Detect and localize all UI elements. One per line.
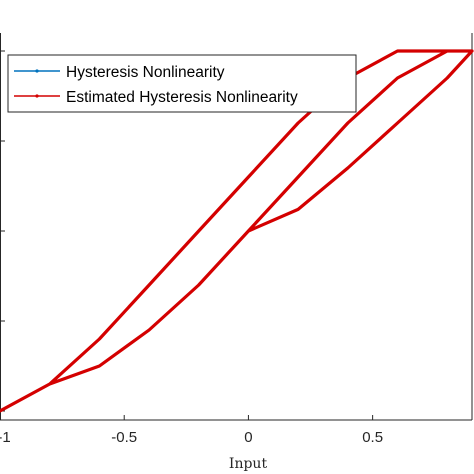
x-tick-label: 0.5 <box>362 429 383 446</box>
legend-marker-estimated <box>35 94 39 98</box>
legend-label-hysteresis: Hysteresis Nonlinearity <box>66 64 225 81</box>
x-tick-label: -0.5 <box>111 429 137 446</box>
series-layer <box>0 49 474 413</box>
x-tick-label: -1 <box>0 429 11 446</box>
legend-label-estimated: Estimated Hysteresis Nonlinearity <box>66 89 298 106</box>
x-axis-label: Input <box>229 456 268 472</box>
series-line-estimated <box>0 49 474 413</box>
axes: -1 -0.5 0 0.5 <box>0 33 473 446</box>
x-tick-label: 0 <box>244 429 252 446</box>
legend-box <box>7 54 357 113</box>
legend-marker-hysteresis <box>35 69 39 73</box>
legend: Hysteresis Nonlinearity Estimated Hyster… <box>7 54 357 113</box>
